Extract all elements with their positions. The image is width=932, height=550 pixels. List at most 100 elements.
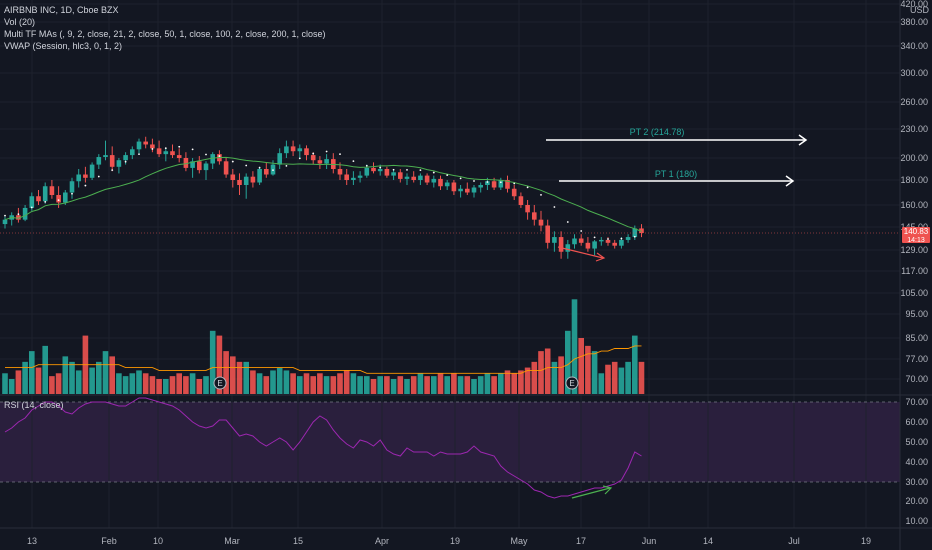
ma-9-dot (620, 237, 623, 240)
volume-bar (544, 348, 551, 394)
price-tick-label: 160.00 (900, 200, 928, 210)
rsi-tick-label: 40.00 (905, 457, 928, 467)
ma-9-dot (352, 160, 355, 162)
price-tick-label: 260.00 (900, 97, 928, 107)
candle-body (150, 144, 155, 149)
candle (264, 162, 269, 178)
volume-legend[interactable]: Vol (20) (4, 17, 35, 27)
ma-9-dot (566, 221, 569, 223)
volume-bar (538, 351, 544, 394)
rsi-legend[interactable]: RSI (14, close) (4, 400, 64, 410)
candle (103, 140, 108, 161)
volume-bar (397, 376, 404, 394)
volume-bar (404, 379, 410, 394)
candle-body (130, 149, 135, 156)
symbol-legend[interactable]: AIRBNB INC, 1D, Cboe BZX (4, 5, 119, 15)
ma-9-dot (325, 150, 328, 153)
volume-bar (364, 376, 370, 394)
candle (203, 161, 209, 180)
candle-body (525, 205, 530, 213)
candle-body (36, 196, 41, 202)
ma-9-dot (151, 148, 154, 150)
currency-label: USD (910, 5, 930, 15)
price-tick-label: 105.00 (900, 288, 928, 298)
earnings-marker-letter: E (217, 379, 222, 388)
candle (505, 175, 510, 193)
candle-body (398, 172, 403, 179)
ma-9-dot (84, 184, 87, 187)
candle-body (16, 215, 21, 220)
volume-bar (410, 376, 417, 394)
ma-21-line (4, 156, 642, 232)
volume-bar (477, 376, 484, 394)
candle (538, 210, 544, 232)
price-tick-label: 129.00 (900, 245, 928, 255)
volume-bar (343, 370, 350, 394)
ma-9-dot (312, 152, 315, 155)
volume-bar (504, 370, 511, 394)
candle (625, 234, 631, 243)
volume-bar (116, 373, 122, 394)
candle-body (29, 196, 35, 208)
volume-bar (216, 335, 223, 394)
candle (458, 185, 463, 198)
volume-bar (350, 373, 357, 394)
volume-bar (156, 379, 162, 394)
candle (478, 182, 483, 193)
candle-body (451, 182, 457, 192)
candle (243, 173, 249, 199)
price-tick-label: 300.00 (900, 68, 928, 78)
volume-bar (323, 376, 330, 394)
candle (69, 177, 75, 199)
candle-body (89, 164, 95, 178)
candle-body (632, 228, 638, 238)
candle (237, 173, 242, 195)
ma-9-dot (365, 164, 368, 167)
ma-9-dot (593, 236, 596, 239)
time-tick-label: 15 (293, 536, 303, 546)
volume-bar (511, 373, 517, 394)
current-price-time: 14:13 (907, 237, 925, 244)
candle-body (585, 242, 591, 249)
ma-9-dot (97, 175, 100, 178)
volume-bar (203, 376, 209, 394)
candle-body (619, 239, 624, 246)
ma-9-dot (540, 193, 542, 196)
ma-9-dot (272, 169, 274, 172)
candle-body (344, 174, 349, 180)
price-divergence-arrow (557, 246, 604, 259)
price-tick-label: 180.00 (900, 175, 928, 185)
volume-bar (578, 338, 584, 394)
rsi-pane (0, 397, 900, 499)
ma-9-dot (191, 148, 194, 151)
candle-body (123, 155, 128, 161)
ma-9-dot (44, 200, 47, 203)
candle-body (505, 180, 510, 189)
vwap-legend[interactable]: VWAP (Session, hlc3, 0, 1, 2) (4, 41, 122, 51)
grid-lines (0, 0, 900, 528)
ma-legend[interactable]: Multi TF MAs (, 9, 2, close, 21, 2, clos… (4, 29, 325, 39)
pt1-arrow (559, 175, 795, 187)
ma-9-dot (205, 153, 207, 156)
candle (83, 166, 88, 183)
candle-body (277, 153, 282, 165)
volume-bar (223, 351, 229, 394)
rsi-tick-label: 70.00 (905, 397, 928, 407)
candle-body (63, 192, 68, 203)
candle (471, 185, 477, 198)
rsi-axis[interactable]: 70.00 60.00 50.00 40.00 30.00 20.00 10.00 (905, 397, 928, 526)
candle-body (599, 239, 604, 242)
time-axis[interactable]: 13 Feb 10 Mar 15 Apr 19 May 17 Jun 14 Jul 19 (27, 536, 871, 546)
candle (49, 180, 55, 199)
pt1-arrow-head (785, 175, 795, 187)
moving-averages (4, 145, 642, 240)
candle (592, 239, 597, 256)
price-tick-label: 117.00 (901, 266, 928, 276)
price-axis[interactable]: 420.00 380.00 340.00 300.00 260.00 230.00 200.… (900, 0, 928, 384)
candle-body (364, 167, 370, 176)
candle-body (605, 239, 611, 243)
earnings-marker: E (213, 376, 227, 390)
candle-body (578, 238, 584, 243)
